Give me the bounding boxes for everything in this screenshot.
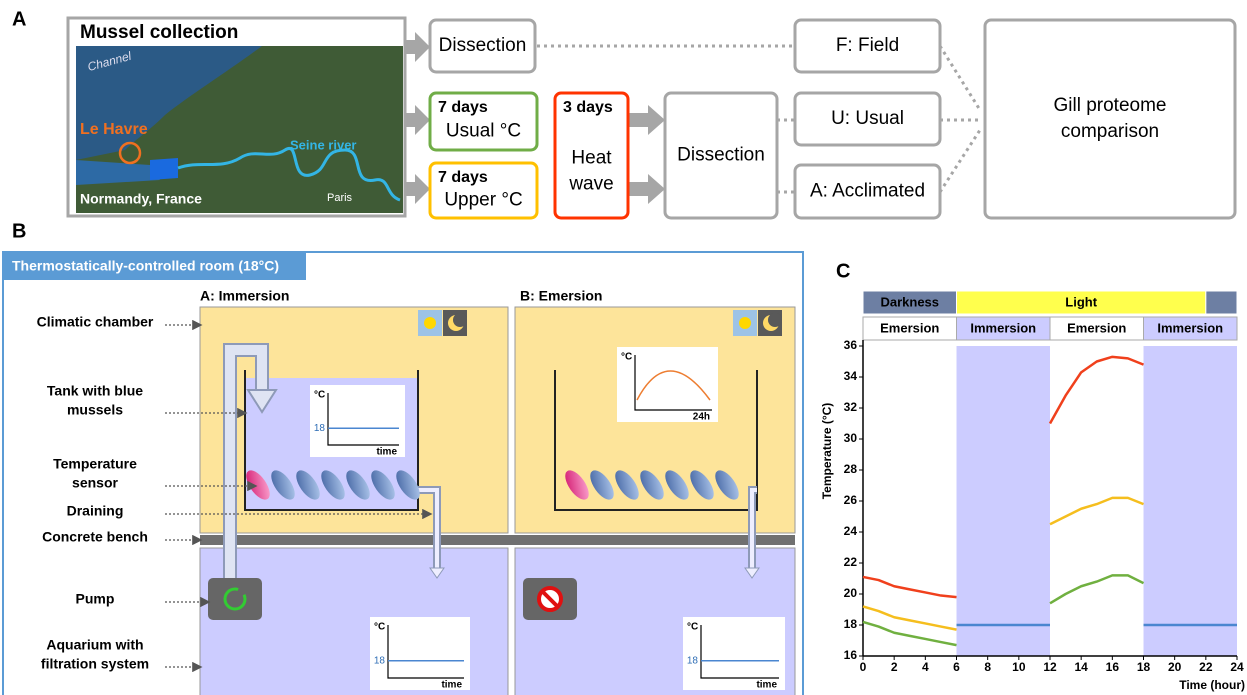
x-tick-label: 20 xyxy=(1168,660,1182,674)
band-label: Immersion xyxy=(970,320,1036,335)
y-tick-label: 32 xyxy=(844,400,858,414)
node-text: Upper °C xyxy=(444,190,522,211)
band-label: Emersion xyxy=(1067,320,1126,335)
panel-label: C xyxy=(836,260,850,282)
band-label: Light xyxy=(1065,294,1097,309)
y-tick-label: 20 xyxy=(844,586,858,600)
x-tick-label: 14 xyxy=(1074,660,1088,674)
mini-unit: °C xyxy=(374,622,385,633)
y-tick-label: 16 xyxy=(844,648,858,662)
node-title: 7 days xyxy=(438,99,488,116)
mini-x-label: 24h xyxy=(693,412,710,423)
panel-c: C Darkness Light Emersion Immersion Emersion… xyxy=(820,260,1245,692)
map-label: Paris xyxy=(327,192,353,204)
y-tick-label: 34 xyxy=(844,369,858,383)
y-tick-label: 36 xyxy=(844,338,858,352)
part-label: Climatic chamber xyxy=(37,314,154,330)
mini-level: 18 xyxy=(374,655,386,666)
part-label: filtration system xyxy=(41,656,149,672)
x-tick-label: 16 xyxy=(1106,660,1120,674)
x-tick-label: 22 xyxy=(1199,660,1213,674)
panel-a: A Mussel collection Channel Le Havre Sei… xyxy=(12,8,1235,218)
node-text: Heat xyxy=(571,148,612,169)
node-title: 3 days xyxy=(563,99,613,116)
mini-unit: °C xyxy=(687,622,698,633)
map-label: Le Havre xyxy=(80,121,148,138)
concrete-bench xyxy=(200,535,795,545)
condition: B: Emersion xyxy=(520,288,602,304)
y-axis-title: Temperature (°C) xyxy=(820,403,834,500)
band-label: Emersion xyxy=(880,320,939,335)
immersion-shade xyxy=(957,346,1051,656)
mini-unit: °C xyxy=(621,352,632,363)
part-label: Draining xyxy=(67,503,124,519)
panel-label: A xyxy=(12,8,26,30)
map: Channel Le Havre Seine river Normandy, F… xyxy=(76,46,403,213)
x-tick-label: 18 xyxy=(1137,660,1151,674)
mini-x-label: time xyxy=(376,447,397,458)
node-text: Dissection xyxy=(439,35,527,56)
light-band xyxy=(1206,291,1237,314)
part-label: Concrete bench xyxy=(42,529,148,545)
node-text: comparison xyxy=(1061,121,1159,142)
map-title: Mussel collection xyxy=(80,22,238,43)
x-tick-label: 24 xyxy=(1230,660,1244,674)
part-label: Pump xyxy=(76,591,115,607)
node-text: A: Acclimated xyxy=(810,181,925,202)
x-tick-label: 12 xyxy=(1043,660,1057,674)
x-tick-label: 4 xyxy=(922,660,929,674)
part-label: mussels xyxy=(67,402,123,418)
node-text: Dissection xyxy=(677,145,765,166)
part-label: sensor xyxy=(72,475,118,491)
immersion-shade xyxy=(1144,346,1238,656)
mini-level: 18 xyxy=(687,655,699,666)
node-text: Usual °C xyxy=(446,121,521,142)
room-title: Thermostatically-controlled room (18°C) xyxy=(12,258,279,274)
node-box xyxy=(985,20,1235,218)
figure: A Mussel collection Channel Le Havre Sei… xyxy=(0,0,1247,695)
node-text: U: Usual xyxy=(831,108,904,129)
x-tick-label: 2 xyxy=(891,660,898,674)
x-tick-label: 6 xyxy=(953,660,960,674)
mini-level: 18 xyxy=(314,423,326,434)
y-tick-label: 18 xyxy=(844,617,858,631)
part-label: Tank with blue xyxy=(47,383,143,399)
x-axis-title: Time (hour) xyxy=(1179,678,1245,692)
x-tick-label: 0 xyxy=(860,660,867,674)
y-tick-label: 22 xyxy=(844,555,858,569)
node-text: F: Field xyxy=(836,35,899,56)
node-text: wave xyxy=(568,174,613,195)
y-tick-label: 24 xyxy=(844,524,858,538)
y-tick-label: 30 xyxy=(844,431,858,445)
part-label: Aquarium with xyxy=(46,637,143,653)
node-title: 7 days xyxy=(438,169,488,186)
mini-x-label: time xyxy=(441,680,462,691)
y-tick-label: 28 xyxy=(844,462,858,476)
x-tick-label: 10 xyxy=(1012,660,1026,674)
band-label: Immersion xyxy=(1157,320,1223,335)
panel-b: B Thermostatically-controlled room (18°C… xyxy=(3,220,803,695)
node-text: Gill proteome xyxy=(1054,95,1167,116)
part-label: Temperature xyxy=(53,456,137,472)
mini-unit: °C xyxy=(314,390,325,401)
map-label: Seine river xyxy=(290,137,357,152)
band-label: Darkness xyxy=(880,294,939,309)
map-label: Normandy, France xyxy=(80,191,202,207)
y-tick-label: 26 xyxy=(844,493,858,507)
panel-label: B xyxy=(12,220,26,242)
x-tick-label: 8 xyxy=(984,660,991,674)
mini-x-label: time xyxy=(756,680,777,691)
condition: A: Immersion xyxy=(200,288,289,304)
